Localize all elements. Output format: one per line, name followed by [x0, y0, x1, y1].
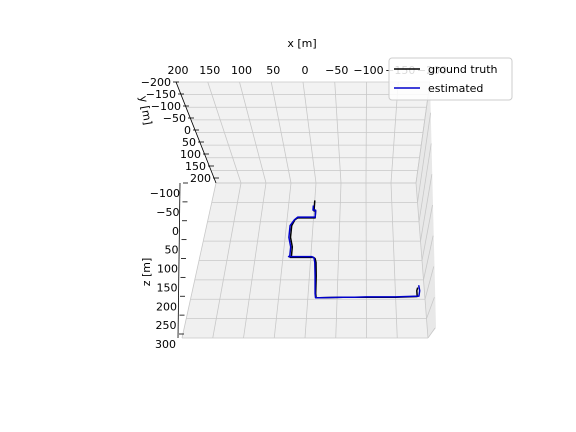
x-tick-label: 50: [266, 64, 280, 77]
z-axis-label: z [m]: [140, 258, 153, 287]
y-tick-label: −200: [141, 76, 171, 89]
legend: ground truth estimated: [388, 57, 513, 101]
z-tick-label: −100: [150, 187, 180, 200]
x-tick-label: 0: [302, 64, 309, 77]
legend-label-ground-truth: ground truth: [428, 63, 498, 76]
z-tick-label: 100: [157, 263, 178, 276]
x-tick-label: −50: [325, 64, 348, 77]
data-series: [287, 200, 421, 299]
y-tick-label: 0: [184, 124, 191, 137]
x-axis-label: x [m]: [287, 37, 316, 50]
side-gridline: [417, 112, 432, 203]
side-gridline: [421, 204, 433, 261]
z-tick-label: 0: [172, 225, 179, 238]
y-tick-label: 150: [185, 160, 206, 173]
legend-label-estimated: estimated: [428, 82, 483, 95]
z-tick-label: 300: [155, 338, 176, 351]
z-tick-label: 50: [165, 244, 179, 257]
side-gridline: [427, 327, 436, 339]
x-tick-label: −100: [353, 64, 383, 77]
side-gridline: [423, 235, 434, 280]
series-line-estimated: [287, 205, 421, 299]
z-axis: z [m] −100 −50 0 50 100 150 200 250 300: [140, 182, 188, 351]
y-tick-label: 50: [182, 136, 196, 149]
z-tick-label: 150: [157, 281, 178, 294]
y-axis-line: [175, 81, 217, 184]
x-tick-label: 200: [168, 64, 189, 77]
y-axis-label: y [m]: [137, 95, 155, 126]
x-tick-label: 150: [199, 64, 220, 77]
y-tick-label: 100: [180, 148, 201, 161]
y-tick-label: −100: [151, 100, 181, 113]
y-tick-label: 200: [190, 172, 211, 185]
side-gridline: [426, 297, 435, 319]
side-gridline: [424, 266, 435, 300]
side-gridline: [418, 143, 432, 222]
z-tick-label: −50: [156, 206, 179, 219]
z-tick-label: 200: [156, 300, 177, 313]
z-tick-label: 250: [156, 319, 177, 332]
x-tick-label: 100: [231, 64, 252, 77]
y-tick-label: −50: [163, 112, 186, 125]
z-axis-line: [177, 182, 181, 339]
side-gridline: [420, 174, 433, 242]
y-tick-label: −150: [146, 88, 176, 101]
